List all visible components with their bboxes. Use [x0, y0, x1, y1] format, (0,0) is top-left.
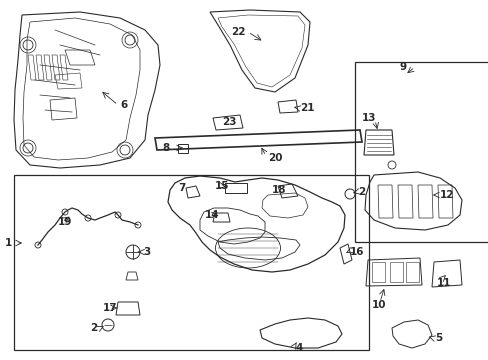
Text: 16: 16: [349, 247, 364, 257]
Text: 8: 8: [162, 143, 169, 153]
Text: 20: 20: [267, 153, 282, 163]
Text: 9: 9: [399, 62, 407, 72]
Text: 2: 2: [357, 187, 365, 197]
Text: 22: 22: [230, 27, 245, 37]
Text: 3: 3: [142, 247, 150, 257]
Text: 4: 4: [295, 343, 303, 353]
Bar: [178, 144, 187, 153]
Text: 7: 7: [178, 183, 185, 193]
Text: 5: 5: [434, 333, 441, 343]
Text: 12: 12: [439, 190, 453, 200]
Text: 21: 21: [299, 103, 314, 113]
Text: 17: 17: [103, 303, 118, 313]
Bar: [354, 62, 488, 242]
Text: 23: 23: [222, 117, 236, 127]
Text: 18: 18: [271, 185, 286, 195]
Text: 14: 14: [204, 210, 219, 220]
Text: 13: 13: [361, 113, 376, 123]
Text: 19: 19: [58, 217, 72, 227]
Text: 10: 10: [371, 300, 386, 310]
Bar: [224, 183, 246, 193]
Text: 1: 1: [5, 238, 12, 248]
Text: 2: 2: [90, 323, 97, 333]
Bar: [14, 175, 368, 350]
Text: 11: 11: [436, 278, 450, 288]
Text: 6: 6: [120, 100, 127, 110]
Text: 15: 15: [215, 181, 229, 191]
